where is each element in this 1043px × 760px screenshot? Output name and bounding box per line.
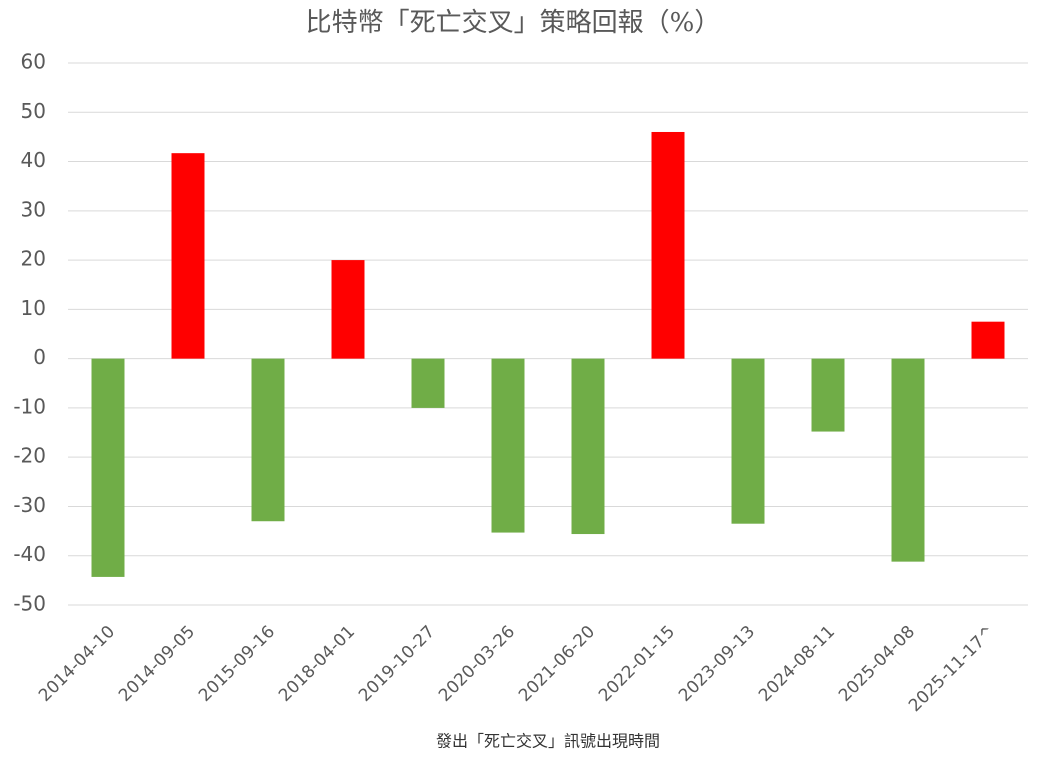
x-tick-label: 2019-10-27 xyxy=(355,622,439,706)
y-tick-label: -10 xyxy=(13,394,46,418)
y-tick-label: 30 xyxy=(21,197,46,221)
x-tick-label: 2015-09-16 xyxy=(195,622,279,706)
chart-title: 比特幣「死亡交叉」策略回報（%） xyxy=(306,8,721,38)
x-tick-label: 2025-04-08 xyxy=(835,622,919,706)
y-tick-label: -40 xyxy=(13,542,46,566)
x-axis-label: 發出「死亡交叉」訊號出現時間 xyxy=(436,732,660,751)
x-tick-label: 2025-11-17^ xyxy=(905,622,999,716)
bar xyxy=(731,358,765,524)
y-tick-label: -50 xyxy=(13,592,46,616)
x-tick-label: 2020-03-26 xyxy=(435,622,519,706)
bar xyxy=(971,321,1005,359)
bar xyxy=(331,260,365,359)
y-tick-label: 10 xyxy=(21,296,46,320)
bar xyxy=(171,153,205,359)
bar xyxy=(651,131,685,359)
y-tick-label: 20 xyxy=(21,247,46,271)
y-tick-label: 60 xyxy=(21,50,46,74)
y-tick-label: 50 xyxy=(21,99,46,123)
bar xyxy=(571,358,605,535)
bar xyxy=(91,358,125,577)
bar xyxy=(811,358,845,432)
y-tick-label: -30 xyxy=(13,493,46,517)
x-tick-label: 2023-09-13 xyxy=(675,622,759,706)
bar xyxy=(411,358,445,408)
x-tick-label: 2014-09-05 xyxy=(115,622,199,706)
y-tick-label: 40 xyxy=(21,148,46,172)
x-tick-label: 2014-04-10 xyxy=(35,622,119,706)
x-tick-label: 2018-04-01 xyxy=(275,622,359,706)
y-tick-label: -20 xyxy=(13,444,46,468)
x-tick-label: 2024-08-11 xyxy=(755,622,839,706)
bar xyxy=(491,358,525,533)
bar xyxy=(891,358,925,562)
x-tick-label: 2022-01-15 xyxy=(595,622,679,706)
x-tick-label: 2021-06-20 xyxy=(515,622,599,706)
y-tick-label: 0 xyxy=(33,345,46,369)
bar xyxy=(251,358,285,522)
